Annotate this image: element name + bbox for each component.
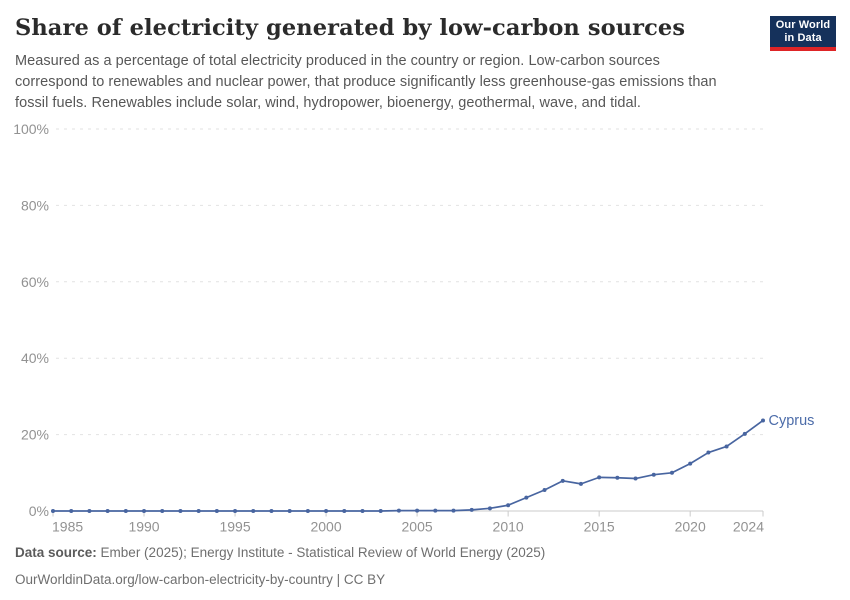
data-point-2013: [560, 478, 565, 483]
data-point-1993: [196, 509, 201, 513]
data-point-1987: [87, 509, 92, 513]
x-axis-label-2015: 2015: [584, 519, 615, 535]
owid-logo-line1: Our World: [775, 19, 831, 31]
y-axis-label-40: 40%: [21, 350, 49, 366]
x-axis-label-2020: 2020: [675, 519, 706, 535]
data-source-line: Data source: Ember (2025); Energy Instit…: [15, 543, 545, 563]
x-axis-label-2005: 2005: [402, 519, 433, 535]
x-axis-label-2024: 2024: [733, 519, 764, 535]
x-axis-label-2000: 2000: [310, 519, 341, 535]
data-point-2024: [761, 418, 765, 423]
data-point-2002: [360, 509, 365, 513]
data-point-2005: [415, 508, 420, 513]
y-axis-label-80: 80%: [21, 197, 49, 213]
data-point-2008: [469, 507, 474, 512]
data-point-2018: [651, 472, 656, 477]
data-point-1991: [160, 509, 165, 513]
owid-logo-line2: in Data: [784, 31, 822, 44]
chart-footer: Data source: Ember (2025); Energy Instit…: [15, 543, 545, 596]
data-point-2019: [669, 470, 674, 475]
data-point-1988: [105, 509, 110, 513]
data-point-2016: [615, 475, 620, 480]
data-point-2001: [342, 509, 347, 513]
data-point-1999: [305, 509, 310, 513]
data-point-1990: [142, 509, 147, 513]
y-axis-label-100: 100%: [13, 121, 49, 137]
data-point-1992: [178, 509, 183, 513]
data-point-1995: [233, 509, 238, 513]
x-axis-label-1995: 1995: [219, 519, 250, 535]
x-axis-label-2010: 2010: [493, 519, 524, 535]
x-axis-label-1990: 1990: [128, 519, 159, 535]
series-line-cyprus: [52, 419, 764, 512]
data-point-1998: [287, 509, 292, 513]
y-axis-label-60: 60%: [21, 274, 49, 290]
data-point-2017: [633, 476, 638, 481]
x-axis-label-1985: 1985: [52, 519, 83, 535]
data-point-1986: [69, 509, 74, 513]
data-point-2011: [524, 495, 529, 500]
data-point-1996: [251, 509, 256, 513]
canonical-url-line: OurWorldinData.org/low-carbon-electricit…: [15, 571, 386, 587]
data-point-2006: [433, 508, 438, 513]
data-point-2014: [578, 481, 583, 486]
data-point-1994: [214, 509, 219, 513]
data-point-2009: [487, 506, 492, 511]
data-point-2003: [378, 509, 383, 513]
data-point-2012: [542, 487, 547, 492]
series-end-label: Cyprus: [769, 413, 815, 429]
data-point-2022: [724, 444, 729, 449]
data-point-2020: [688, 461, 693, 466]
data-point-1989: [123, 509, 128, 513]
data-source-text: Ember (2025); Energy Institute - Statist…: [100, 545, 546, 560]
data-point-2023: [742, 431, 747, 436]
owid-logo: Our World in Data: [770, 16, 836, 51]
chart-subtitle: Measured as a percentage of total electr…: [15, 53, 717, 111]
y-axis-label-20: 20%: [21, 427, 49, 443]
chart-title: Share of electricity generated by low-ca…: [15, 15, 686, 41]
data-point-2015: [597, 475, 602, 480]
data-point-1997: [269, 509, 274, 513]
data-source-label: Data source:: [15, 545, 97, 560]
data-point-2000: [324, 509, 329, 513]
data-point-2004: [396, 508, 401, 513]
data-point-2007: [451, 508, 456, 513]
data-point-2010: [506, 503, 511, 508]
chart-header: Share of electricity generated by low-ca…: [15, 14, 836, 114]
y-axis-label-0: 0%: [29, 503, 49, 519]
data-point-2021: [706, 450, 711, 455]
data-point-1985: [51, 509, 55, 513]
